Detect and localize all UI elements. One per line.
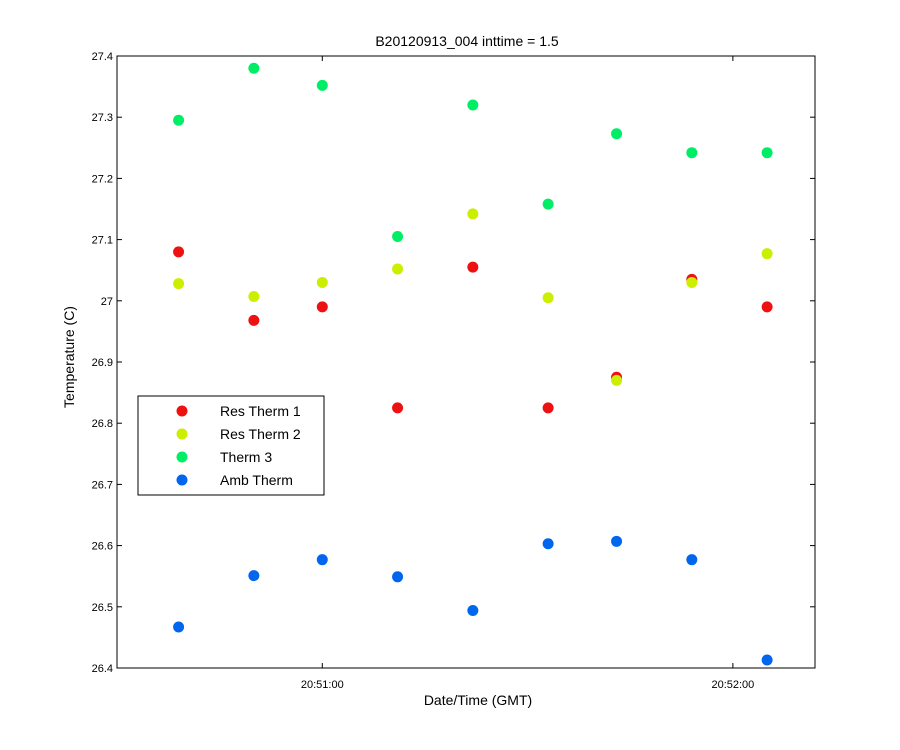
legend-marker bbox=[176, 451, 188, 463]
legend-marker bbox=[176, 428, 188, 440]
point-res-therm-2 bbox=[686, 276, 698, 288]
chart-title: B20120913_004 inttime = 1.5 bbox=[375, 33, 559, 49]
plot-area bbox=[116, 55, 816, 669]
x-axis-title: Date/Time (GMT) bbox=[424, 692, 532, 708]
point-amb-therm bbox=[686, 554, 698, 566]
y-tick-label: 26.6 bbox=[92, 541, 113, 553]
point-res-therm-2 bbox=[611, 374, 623, 386]
point-amb-therm bbox=[392, 571, 404, 583]
point-amb-therm bbox=[542, 538, 554, 550]
point-therm-3 bbox=[686, 147, 698, 159]
legend: Res Therm 1 Res Therm 2 Therm 3 Amb Therm bbox=[137, 395, 325, 496]
point-res-therm-2 bbox=[316, 276, 328, 288]
legend-label: Res Therm 1 bbox=[220, 403, 301, 419]
y-axis-title: Temperature (C) bbox=[61, 306, 77, 408]
point-res-therm-1 bbox=[248, 314, 260, 326]
point-amb-therm bbox=[316, 554, 328, 566]
y-tick-label: 26.7 bbox=[92, 479, 113, 491]
point-therm-3 bbox=[467, 99, 479, 111]
point-amb-therm bbox=[611, 535, 623, 547]
legend-label: Res Therm 2 bbox=[220, 426, 301, 442]
x-tick-label: 20:51:00 bbox=[301, 679, 344, 691]
point-res-therm-2 bbox=[173, 278, 185, 290]
y-tick-label: 26.8 bbox=[92, 418, 113, 430]
point-amb-therm bbox=[467, 604, 479, 616]
point-therm-3 bbox=[316, 79, 328, 91]
point-res-therm-2 bbox=[392, 263, 404, 275]
point-res-therm-1 bbox=[542, 402, 554, 414]
y-tick-label: 26.9 bbox=[92, 357, 113, 369]
point-amb-therm bbox=[173, 621, 185, 633]
point-res-therm-2 bbox=[248, 291, 260, 303]
y-tick-label: 27.2 bbox=[92, 173, 113, 185]
y-tick-label: 26.4 bbox=[92, 663, 113, 675]
y-tick-label: 27 bbox=[101, 296, 113, 308]
y-tick-label: 27.1 bbox=[92, 235, 113, 247]
y-axis: 26.4 26.5 26.6 26.7 26.8 26.9 27 27.1 27.2 27.3 27… bbox=[92, 51, 815, 675]
data-points bbox=[173, 62, 773, 666]
legend-marker bbox=[176, 405, 188, 417]
point-therm-3 bbox=[542, 198, 554, 210]
point-res-therm-2 bbox=[542, 292, 554, 304]
x-axis: 20:51:00 20:52:00 bbox=[301, 56, 754, 691]
legend-box bbox=[137, 395, 325, 496]
point-res-therm-2 bbox=[761, 248, 773, 260]
point-therm-3 bbox=[248, 62, 260, 74]
point-amb-therm bbox=[248, 570, 260, 582]
y-tick-label: 27.4 bbox=[92, 51, 113, 63]
y-tick-label: 26.5 bbox=[92, 602, 113, 614]
y-tick-label: 27.3 bbox=[92, 112, 113, 124]
point-therm-3 bbox=[761, 147, 773, 159]
x-tick-label: 20:52:00 bbox=[711, 679, 754, 691]
point-amb-therm bbox=[761, 654, 773, 666]
point-therm-3 bbox=[173, 114, 185, 126]
point-res-therm-1 bbox=[316, 301, 328, 313]
point-res-therm-1 bbox=[173, 246, 185, 258]
legend-label: Amb Therm bbox=[220, 472, 293, 488]
point-res-therm-1 bbox=[467, 261, 479, 273]
point-res-therm-1 bbox=[761, 301, 773, 313]
point-res-therm-1 bbox=[392, 402, 404, 414]
legend-marker bbox=[176, 474, 188, 486]
point-therm-3 bbox=[392, 231, 404, 243]
legend-label: Therm 3 bbox=[220, 449, 272, 465]
point-therm-3 bbox=[611, 128, 623, 140]
point-res-therm-2 bbox=[467, 208, 479, 220]
